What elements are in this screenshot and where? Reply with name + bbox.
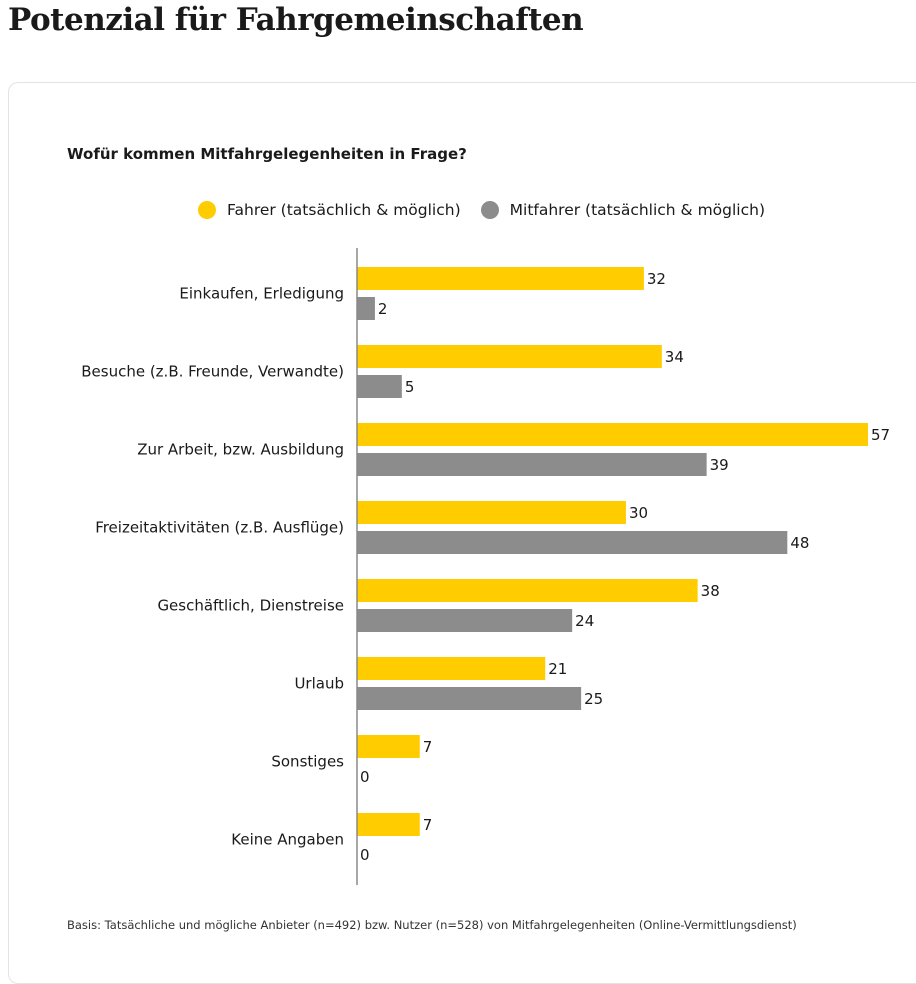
category-label: Sonstiges xyxy=(271,753,344,771)
category-group: Besuche (z.B. Freunde, Verwandte) 34 5 xyxy=(81,345,684,398)
category-label: Urlaub xyxy=(294,675,344,693)
value-label: 0 xyxy=(360,846,370,864)
category-label: Zur Arbeit, bzw. Ausbildung xyxy=(137,441,344,459)
category-group: Urlaub 21 25 xyxy=(294,657,603,710)
bar-mitfahrer[interactable] xyxy=(357,375,402,398)
bar-fahrer[interactable] xyxy=(357,657,546,680)
category-label: Besuche (z.B. Freunde, Verwandte) xyxy=(81,363,344,381)
value-label: 48 xyxy=(790,534,809,552)
value-label: 7 xyxy=(423,816,433,834)
value-label: 25 xyxy=(584,690,603,708)
legend-dot-icon xyxy=(480,201,499,219)
bar-mitfahrer[interactable] xyxy=(357,297,375,320)
bar-fahrer[interactable] xyxy=(357,735,420,758)
legend-label: Mitfahrer (tatsächlich & möglich) xyxy=(509,201,765,219)
bar-fahrer[interactable] xyxy=(357,579,698,602)
category-label: Einkaufen, Erledigung xyxy=(179,285,344,303)
value-label: 39 xyxy=(710,456,729,474)
category-group: Zur Arbeit, bzw. Ausbildung 57 39 xyxy=(137,423,890,476)
bar-mitfahrer[interactable] xyxy=(357,531,788,554)
value-label: 38 xyxy=(701,582,720,600)
value-label: 32 xyxy=(647,270,666,288)
bar-fahrer[interactable] xyxy=(357,813,420,836)
value-label: 24 xyxy=(575,612,594,630)
category-group: Freizeitaktivitäten (z.B. Ausflüge) 30 48 xyxy=(95,501,809,554)
footnote: Basis: Tatsächliche und mögliche Anbiete… xyxy=(67,918,797,932)
value-label: 5 xyxy=(405,378,415,396)
bar-chart: Einkaufen, Erledigung 32 2 Besuche (z.B. Fr… xyxy=(81,248,890,885)
bar-fahrer[interactable] xyxy=(357,501,626,524)
bar-mitfahrer[interactable] xyxy=(357,687,582,710)
category-group: Keine Angaben 7 0 xyxy=(231,813,432,864)
chart-title: Wofür kommen Mitfahrgelegenheiten in Fra… xyxy=(67,145,467,163)
legend-dot-icon xyxy=(198,201,216,219)
value-label: 0 xyxy=(360,768,370,786)
value-label: 34 xyxy=(665,348,684,366)
bar-mitfahrer[interactable] xyxy=(357,453,707,476)
value-label: 2 xyxy=(378,300,388,318)
value-label: 21 xyxy=(548,660,567,678)
bar-fahrer[interactable] xyxy=(357,345,662,368)
category-group: Geschäftlich, Dienstreise 38 24 xyxy=(157,579,720,632)
value-label: 7 xyxy=(423,738,433,756)
legend-item-fahrer[interactable]: Fahrer (tatsächlich & möglich) xyxy=(198,201,461,219)
value-label: 57 xyxy=(871,426,890,444)
page-title: Potenzial für Fahrgemeinschaften xyxy=(8,2,584,38)
category-label: Freizeitaktivitäten (z.B. Ausflüge) xyxy=(95,519,344,537)
category-group: Einkaufen, Erledigung 32 2 xyxy=(179,267,666,320)
bar-fahrer[interactable] xyxy=(357,423,868,446)
bar-mitfahrer[interactable] xyxy=(357,609,573,632)
legend: Fahrer (tatsächlich & möglich) Mitfahrer… xyxy=(198,201,785,219)
category-label: Keine Angaben xyxy=(231,831,344,849)
legend-label: Fahrer (tatsächlich & möglich) xyxy=(227,201,461,219)
bar-fahrer[interactable] xyxy=(357,267,644,290)
legend-item-mitfahrer[interactable]: Mitfahrer (tatsächlich & möglich) xyxy=(480,201,765,219)
category-group: Sonstiges 7 0 xyxy=(271,735,432,786)
value-label: 30 xyxy=(629,504,648,522)
category-label: Geschäftlich, Dienstreise xyxy=(157,597,344,615)
